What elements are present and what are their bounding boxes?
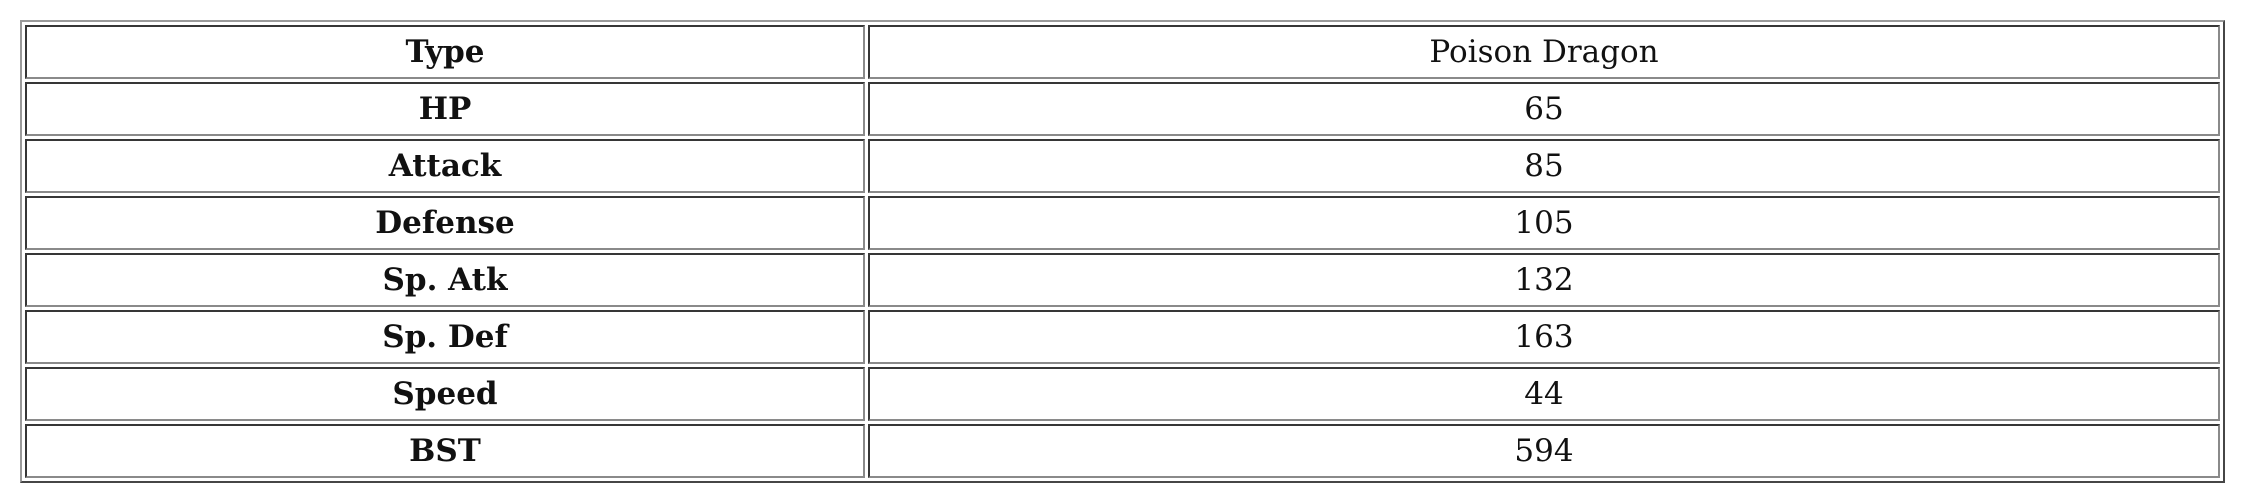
row-value: Poison Dragon — [868, 25, 2220, 79]
row-value: 594 — [868, 424, 2220, 478]
row-label: HP — [25, 82, 865, 136]
table-row-defense: Defense 105 — [25, 196, 2220, 250]
row-label: Attack — [25, 139, 865, 193]
table-row-sp-atk: Sp. Atk 132 — [25, 253, 2220, 307]
table-row-bst: BST 594 — [25, 424, 2220, 478]
row-label: Type — [25, 25, 865, 79]
row-label: Speed — [25, 367, 865, 421]
table-row-sp-def: Sp. Def 163 — [25, 310, 2220, 364]
row-value: 85 — [868, 139, 2220, 193]
table-row-speed: Speed 44 — [25, 367, 2220, 421]
table-row-hp: HP 65 — [25, 82, 2220, 136]
row-value: 105 — [868, 196, 2220, 250]
row-label: Sp. Atk — [25, 253, 865, 307]
table-row-attack: Attack 85 — [25, 139, 2220, 193]
row-label: Defense — [25, 196, 865, 250]
row-value: 132 — [868, 253, 2220, 307]
row-value: 163 — [868, 310, 2220, 364]
row-label: Sp. Def — [25, 310, 865, 364]
row-label: BST — [25, 424, 865, 478]
row-value: 44 — [868, 367, 2220, 421]
table-row-type: Type Poison Dragon — [25, 25, 2220, 79]
stats-table: Type Poison Dragon HP 65 Attack 85 Defen… — [20, 20, 2225, 483]
row-value: 65 — [868, 82, 2220, 136]
